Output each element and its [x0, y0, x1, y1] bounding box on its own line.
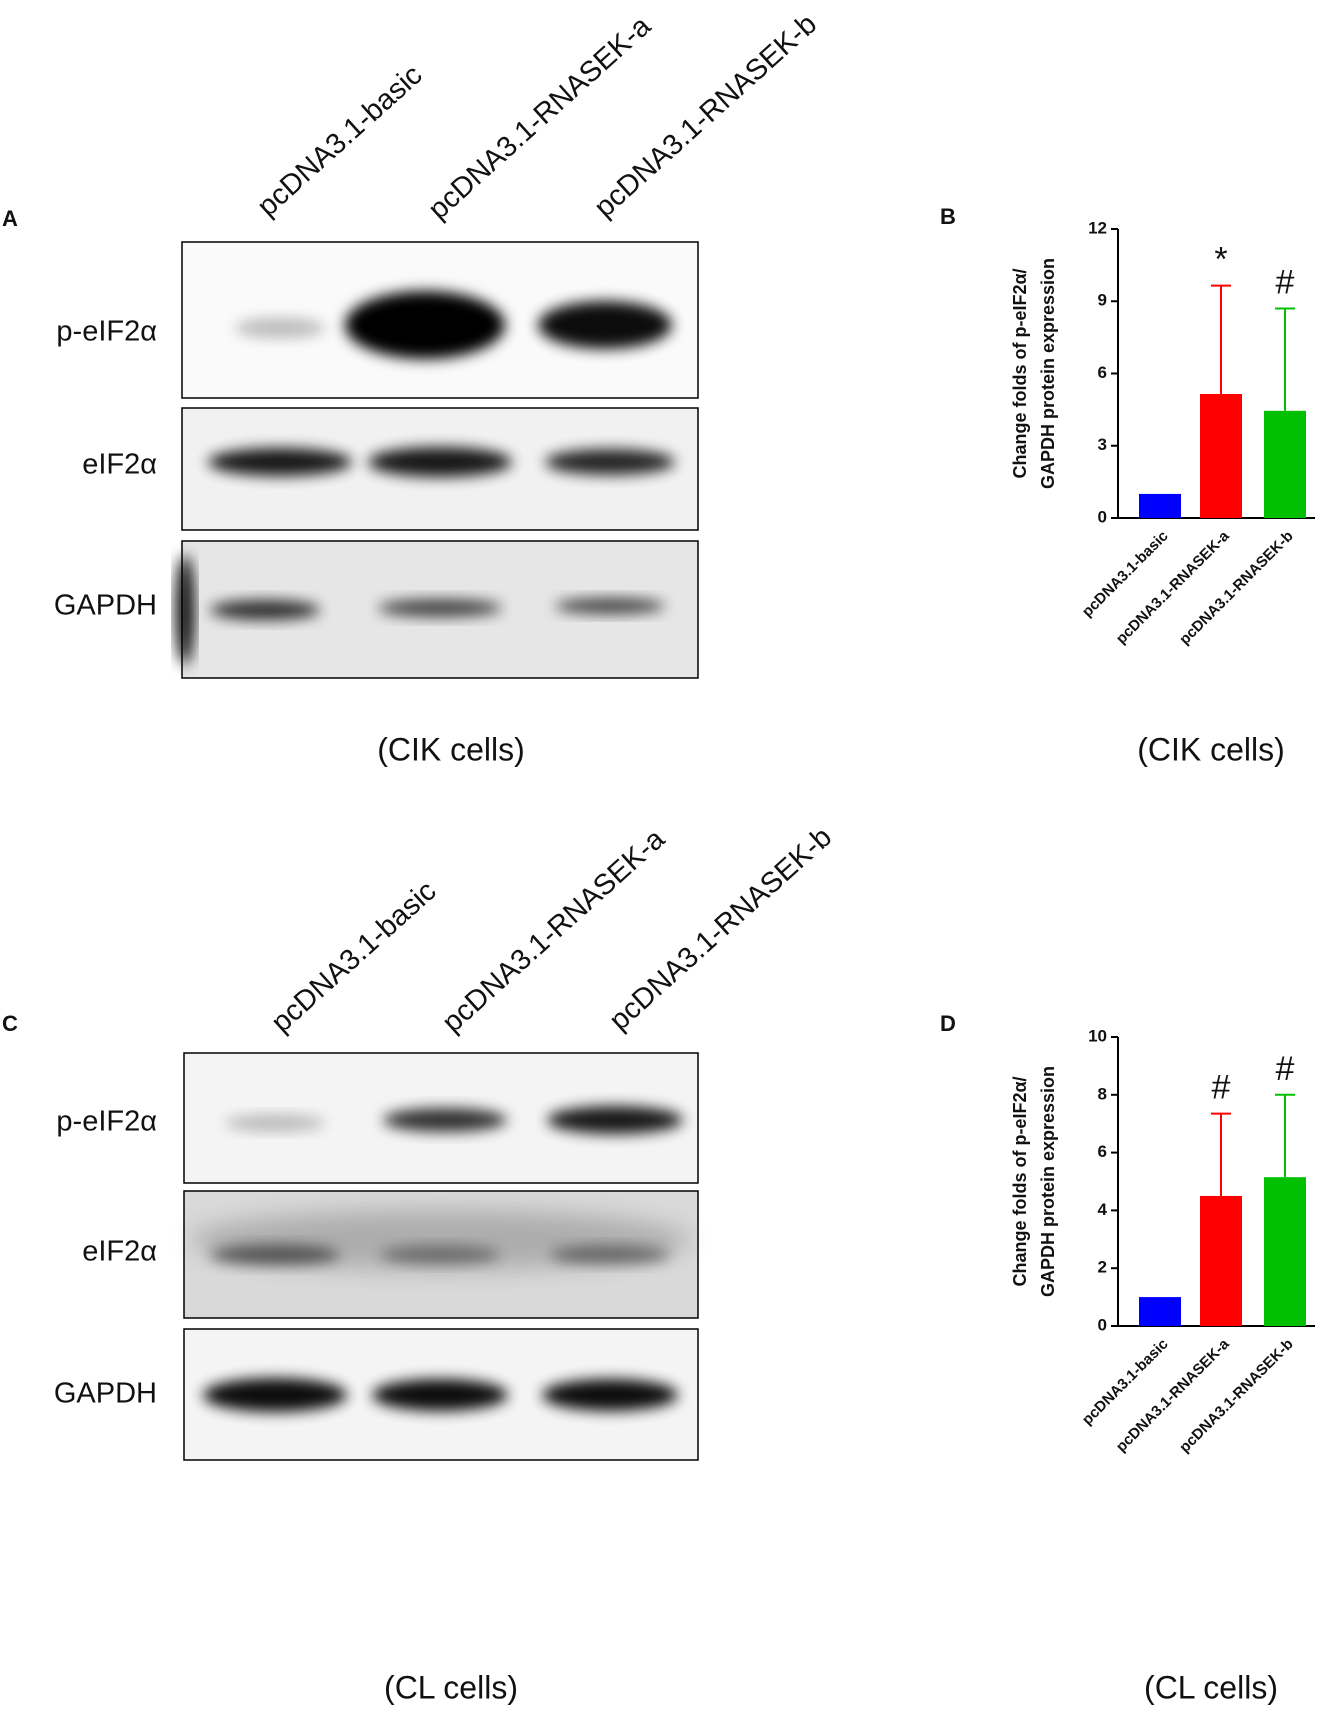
band: [538, 301, 672, 349]
y-tick-label: 10: [1088, 1026, 1107, 1045]
panel-letter: B: [940, 204, 956, 229]
bar: [1139, 493, 1181, 518]
band: [380, 1246, 500, 1264]
y-axis-label: GAPDH protein expression: [1038, 1066, 1058, 1297]
bar: [1200, 1195, 1242, 1326]
row-label: GAPDH: [54, 590, 157, 622]
row-label: p-eIF2α: [56, 1106, 157, 1138]
bar: [1200, 393, 1242, 518]
band: [210, 600, 320, 620]
annotation: *: [1214, 241, 1227, 279]
x-tick-label: pcDNA3.1-RNASEK-a: [1113, 527, 1233, 647]
y-tick-label: 3: [1098, 435, 1107, 454]
caption: (CIK cells): [1137, 731, 1285, 767]
caption: (CL cells): [1144, 1669, 1278, 1705]
row-label: eIF2α: [82, 449, 157, 481]
band: [542, 1379, 678, 1411]
edge-smear: [175, 555, 195, 665]
caption: (CIK cells): [377, 731, 525, 767]
y-tick-label: 0: [1098, 507, 1107, 526]
band: [345, 291, 505, 359]
y-tick-label: 9: [1098, 291, 1107, 310]
bar: [1139, 1297, 1181, 1326]
y-tick-label: 2: [1098, 1258, 1107, 1277]
panel-letter: A: [2, 206, 18, 231]
y-tick-label: 6: [1098, 1142, 1107, 1161]
y-tick-label: 12: [1088, 218, 1107, 237]
panel-letter: C: [2, 1011, 18, 1036]
y-axis-label: GAPDH protein expression: [1038, 258, 1058, 489]
bar: [1264, 410, 1306, 518]
band: [368, 447, 512, 477]
band: [547, 1106, 683, 1134]
y-tick-label: 4: [1098, 1200, 1108, 1219]
annotation: #: [1212, 1069, 1231, 1107]
band: [372, 1379, 508, 1411]
blot-panel-a: [175, 241, 699, 679]
band: [235, 318, 325, 338]
annotation: #: [1276, 263, 1295, 301]
y-axis-label: Change folds of p-eIF2α/: [1010, 268, 1030, 478]
y-tick-label: 0: [1098, 1315, 1107, 1334]
band: [545, 449, 675, 475]
band: [225, 1115, 325, 1131]
blot-panel-c: [183, 1052, 699, 1461]
band: [203, 1378, 347, 1412]
bar: [1264, 1177, 1306, 1326]
x-tick-label: pcDNA3.1-RNASEK-b: [1176, 1336, 1296, 1456]
panel-letter: D: [940, 1011, 956, 1036]
band: [208, 448, 352, 476]
lane-label: pcDNA3.1-basic: [265, 875, 442, 1039]
annotation: #: [1276, 1050, 1295, 1088]
y-axis-label: Change folds of p-eIF2α/: [1010, 1076, 1030, 1286]
caption: (CL cells): [384, 1669, 518, 1705]
lane-label: pcDNA3.1-basic: [251, 59, 428, 223]
band: [555, 598, 665, 614]
band: [550, 1246, 670, 1264]
y-tick-label: 6: [1098, 363, 1107, 382]
y-tick-label: 8: [1098, 1084, 1107, 1103]
band: [378, 599, 502, 617]
band: [383, 1108, 507, 1132]
row-label: GAPDH: [54, 1378, 157, 1410]
band: [210, 1245, 340, 1265]
row-label: eIF2α: [82, 1236, 157, 1268]
row-label: p-eIF2α: [56, 316, 157, 348]
x-tick-label: pcDNA3.1-RNASEK-a: [1113, 1335, 1233, 1455]
x-tick-label: pcDNA3.1-RNASEK-b: [1176, 528, 1296, 648]
